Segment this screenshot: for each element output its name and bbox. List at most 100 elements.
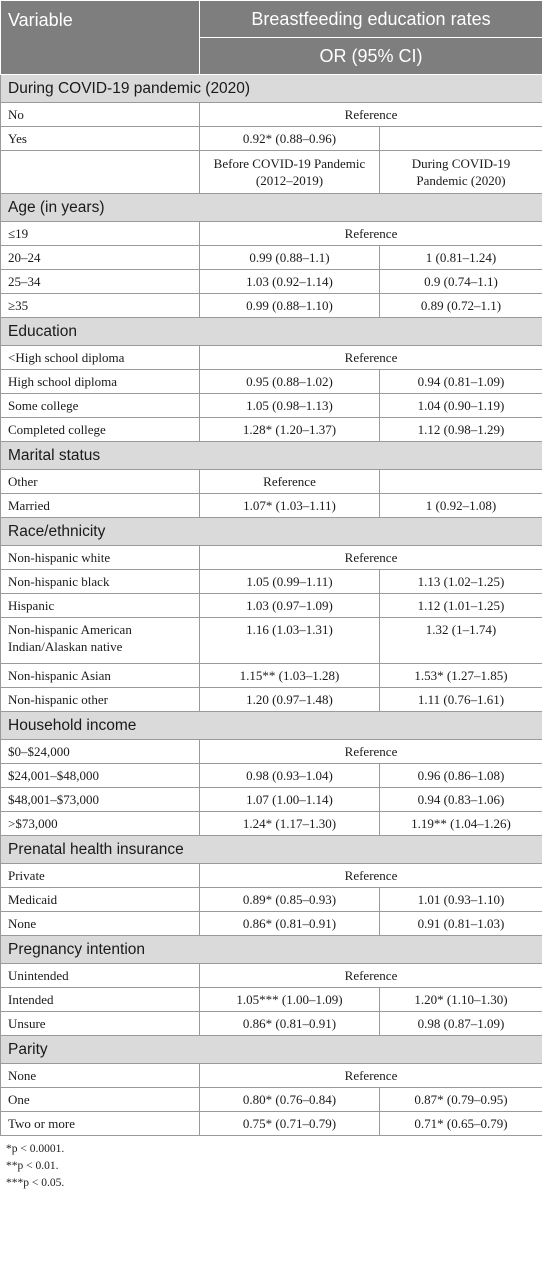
table-row: Some college 1.05 (0.98–1.13) 1.04 (0.90–1… bbox=[0, 393, 542, 418]
row-label: 20–24 bbox=[0, 245, 200, 270]
table-row: <High school diploma Reference bbox=[0, 345, 542, 370]
row-label: One bbox=[0, 1087, 200, 1112]
table-row: Two or more 0.75* (0.71–0.79) 0.71* (0.65–… bbox=[0, 1111, 542, 1136]
row-label: Unsure bbox=[0, 1011, 200, 1036]
reference-cell: Reference bbox=[198, 963, 542, 988]
table-row: 25–34 1.03 (0.92–1.14) 0.9 (0.74–1.1) bbox=[0, 269, 542, 294]
section-title: Parity bbox=[0, 1035, 542, 1064]
value-cell-before: 0.98 (0.93–1.04) bbox=[199, 763, 380, 788]
row-label: Non-hispanic Asian bbox=[0, 663, 200, 688]
table-row: Non-hispanic other 1.20 (0.97–1.48) 1.11 (… bbox=[0, 687, 542, 712]
table-row: Non-hispanic Asian 1.15** (1.03–1.28) 1.53… bbox=[0, 663, 542, 688]
row-label: $0–$24,000 bbox=[0, 739, 200, 764]
row-label: $24,001–$48,000 bbox=[0, 763, 200, 788]
value-cell-during: 1.11 (0.76–1.61) bbox=[378, 687, 542, 712]
value-cell: 0.92* (0.88–0.96) bbox=[199, 126, 380, 151]
value-cell-before: 0.89* (0.85–0.93) bbox=[199, 887, 380, 912]
table-row: Non-hispanic white Reference bbox=[0, 545, 542, 570]
table-row: $48,001–$73,000 1.07 (1.00–1.14) 0.94 (0.8… bbox=[0, 787, 542, 812]
row-label: Non-hispanic other bbox=[0, 687, 200, 712]
table-row: Other Reference bbox=[0, 469, 542, 494]
row-label: Completed college bbox=[0, 417, 200, 442]
reference-cell: Reference bbox=[198, 545, 542, 570]
value-cell-during: 1.13 (1.02–1.25) bbox=[378, 569, 542, 594]
row-label: 25–34 bbox=[0, 269, 200, 294]
value-cell-before: 0.86* (0.81–0.91) bbox=[199, 1011, 380, 1036]
reference-cell: Reference bbox=[198, 102, 542, 127]
value-cell-before: 1.05 (0.98–1.13) bbox=[199, 393, 380, 418]
header-variable: Variable bbox=[0, 0, 200, 75]
value-cell-before: 1.16 (1.03–1.31) bbox=[199, 617, 380, 664]
section-title: Prenatal health insurance bbox=[0, 835, 542, 864]
value-cell-before: 1.03 (0.97–1.09) bbox=[199, 593, 380, 618]
table-row: Medicaid 0.89* (0.85–0.93) 1.01 (0.93–1.10… bbox=[0, 887, 542, 912]
section-title: Education bbox=[0, 317, 542, 346]
value-cell-during: 0.94 (0.81–1.09) bbox=[378, 369, 542, 394]
value-cell-during: 0.96 (0.86–1.08) bbox=[378, 763, 542, 788]
value-cell-during: 1.20* (1.10–1.30) bbox=[378, 987, 542, 1012]
value-cell-before: 1.28* (1.20–1.37) bbox=[199, 417, 380, 442]
value-cell-before: 1.07* (1.03–1.11) bbox=[199, 493, 380, 518]
table-row: Hispanic 1.03 (0.97–1.09) 1.12 (1.01–1.25) bbox=[0, 593, 542, 618]
section-title: Household income bbox=[0, 711, 542, 740]
value-cell-before: 1.07 (1.00–1.14) bbox=[199, 787, 380, 812]
section-title: Race/ethnicity bbox=[0, 517, 542, 546]
reference-cell: Reference bbox=[198, 739, 542, 764]
table-row: Married 1.07* (1.03–1.11) 1 (0.92–1.08) bbox=[0, 493, 542, 518]
row-label: Married bbox=[0, 493, 200, 518]
row-label: None bbox=[0, 911, 200, 936]
row-label: None bbox=[0, 1063, 200, 1088]
value-cell-during: 0.91 (0.81–1.03) bbox=[378, 911, 542, 936]
reference-cell: Reference bbox=[199, 469, 380, 494]
row-label: Non-hispanic black bbox=[0, 569, 200, 594]
footnote: ***p < 0.05. bbox=[6, 1177, 65, 1189]
table-row: Non-hispanic American Indian/Alaskan nat… bbox=[0, 617, 542, 664]
table-row: Unsure 0.86* (0.81–0.91) 0.98 (0.87–1.09) bbox=[0, 1011, 542, 1036]
table-row: Private Reference bbox=[0, 863, 542, 888]
row-label: Unintended bbox=[0, 963, 200, 988]
value-cell-during: 1.19** (1.04–1.26) bbox=[378, 811, 542, 836]
value-cell-before: 0.75* (0.71–0.79) bbox=[199, 1111, 380, 1136]
period-before-header: Before COVID-19 Pandemic (2012–2019) bbox=[199, 150, 380, 194]
value-cell-during: 0.9 (0.74–1.1) bbox=[378, 269, 542, 294]
row-label: Hispanic bbox=[0, 593, 200, 618]
row-label: ≥35 bbox=[0, 293, 200, 318]
table-row: $24,001–$48,000 0.98 (0.93–1.04) 0.96 (0.8… bbox=[0, 763, 542, 788]
row-label: Other bbox=[0, 469, 200, 494]
section-title: Marital status bbox=[0, 441, 542, 470]
value-cell-during: 0.98 (0.87–1.09) bbox=[378, 1011, 542, 1036]
table-row: 20–24 0.99 (0.88–1.1) 1 (0.81–1.24) bbox=[0, 245, 542, 270]
value-cell-during: 1.53* (1.27–1.85) bbox=[378, 663, 542, 688]
empty-cell bbox=[378, 469, 542, 494]
value-cell-before: 1.24* (1.17–1.30) bbox=[199, 811, 380, 836]
header-or: OR (95% CI) bbox=[198, 37, 542, 75]
results-table: Variable Breastfeeding education rates O… bbox=[0, 0, 542, 1136]
table-row: ≥35 0.99 (0.88–1.10) 0.89 (0.72–1.1) bbox=[0, 293, 542, 318]
value-cell-during: 0.89 (0.72–1.1) bbox=[378, 293, 542, 318]
table-row: Non-hispanic black 1.05 (0.99–1.11) 1.13 (… bbox=[0, 569, 542, 594]
reference-cell: Reference bbox=[198, 1063, 542, 1088]
row-label: >$73,000 bbox=[0, 811, 200, 836]
value-cell-during: 1.01 (0.93–1.10) bbox=[378, 887, 542, 912]
value-cell-during: 0.87* (0.79–0.95) bbox=[378, 1087, 542, 1112]
value-cell-during: 1 (0.92–1.08) bbox=[378, 493, 542, 518]
table-row: None 0.86* (0.81–0.91) 0.91 (0.81–1.03) bbox=[0, 911, 542, 936]
value-cell-before: 0.86* (0.81–0.91) bbox=[199, 911, 380, 936]
row-label: Medicaid bbox=[0, 887, 200, 912]
table-row: Unintended Reference bbox=[0, 963, 542, 988]
value-cell-before: 1.20 (0.97–1.48) bbox=[199, 687, 380, 712]
row-label: Non-hispanic white bbox=[0, 545, 200, 570]
header-title: Breastfeeding education rates bbox=[198, 0, 542, 38]
value-cell-during: 0.71* (0.65–0.79) bbox=[378, 1111, 542, 1136]
row-label: Some college bbox=[0, 393, 200, 418]
row-label: Private bbox=[0, 863, 200, 888]
table-row: None Reference bbox=[0, 1063, 542, 1088]
row-label: ≤19 bbox=[0, 221, 200, 246]
value-cell-during: 1.04 (0.90–1.19) bbox=[378, 393, 542, 418]
value-cell-during: 1.32 (1–1.74) bbox=[378, 617, 542, 664]
row-label: Non-hispanic American Indian/Alaskan nat… bbox=[0, 617, 200, 664]
row-label: Two or more bbox=[0, 1111, 200, 1136]
reference-cell: Reference bbox=[198, 863, 542, 888]
value-cell-before: 0.99 (0.88–1.10) bbox=[199, 293, 380, 318]
sections: Age (in years) ≤19 Reference 20–24 0.99 (0.8… bbox=[0, 193, 542, 1136]
